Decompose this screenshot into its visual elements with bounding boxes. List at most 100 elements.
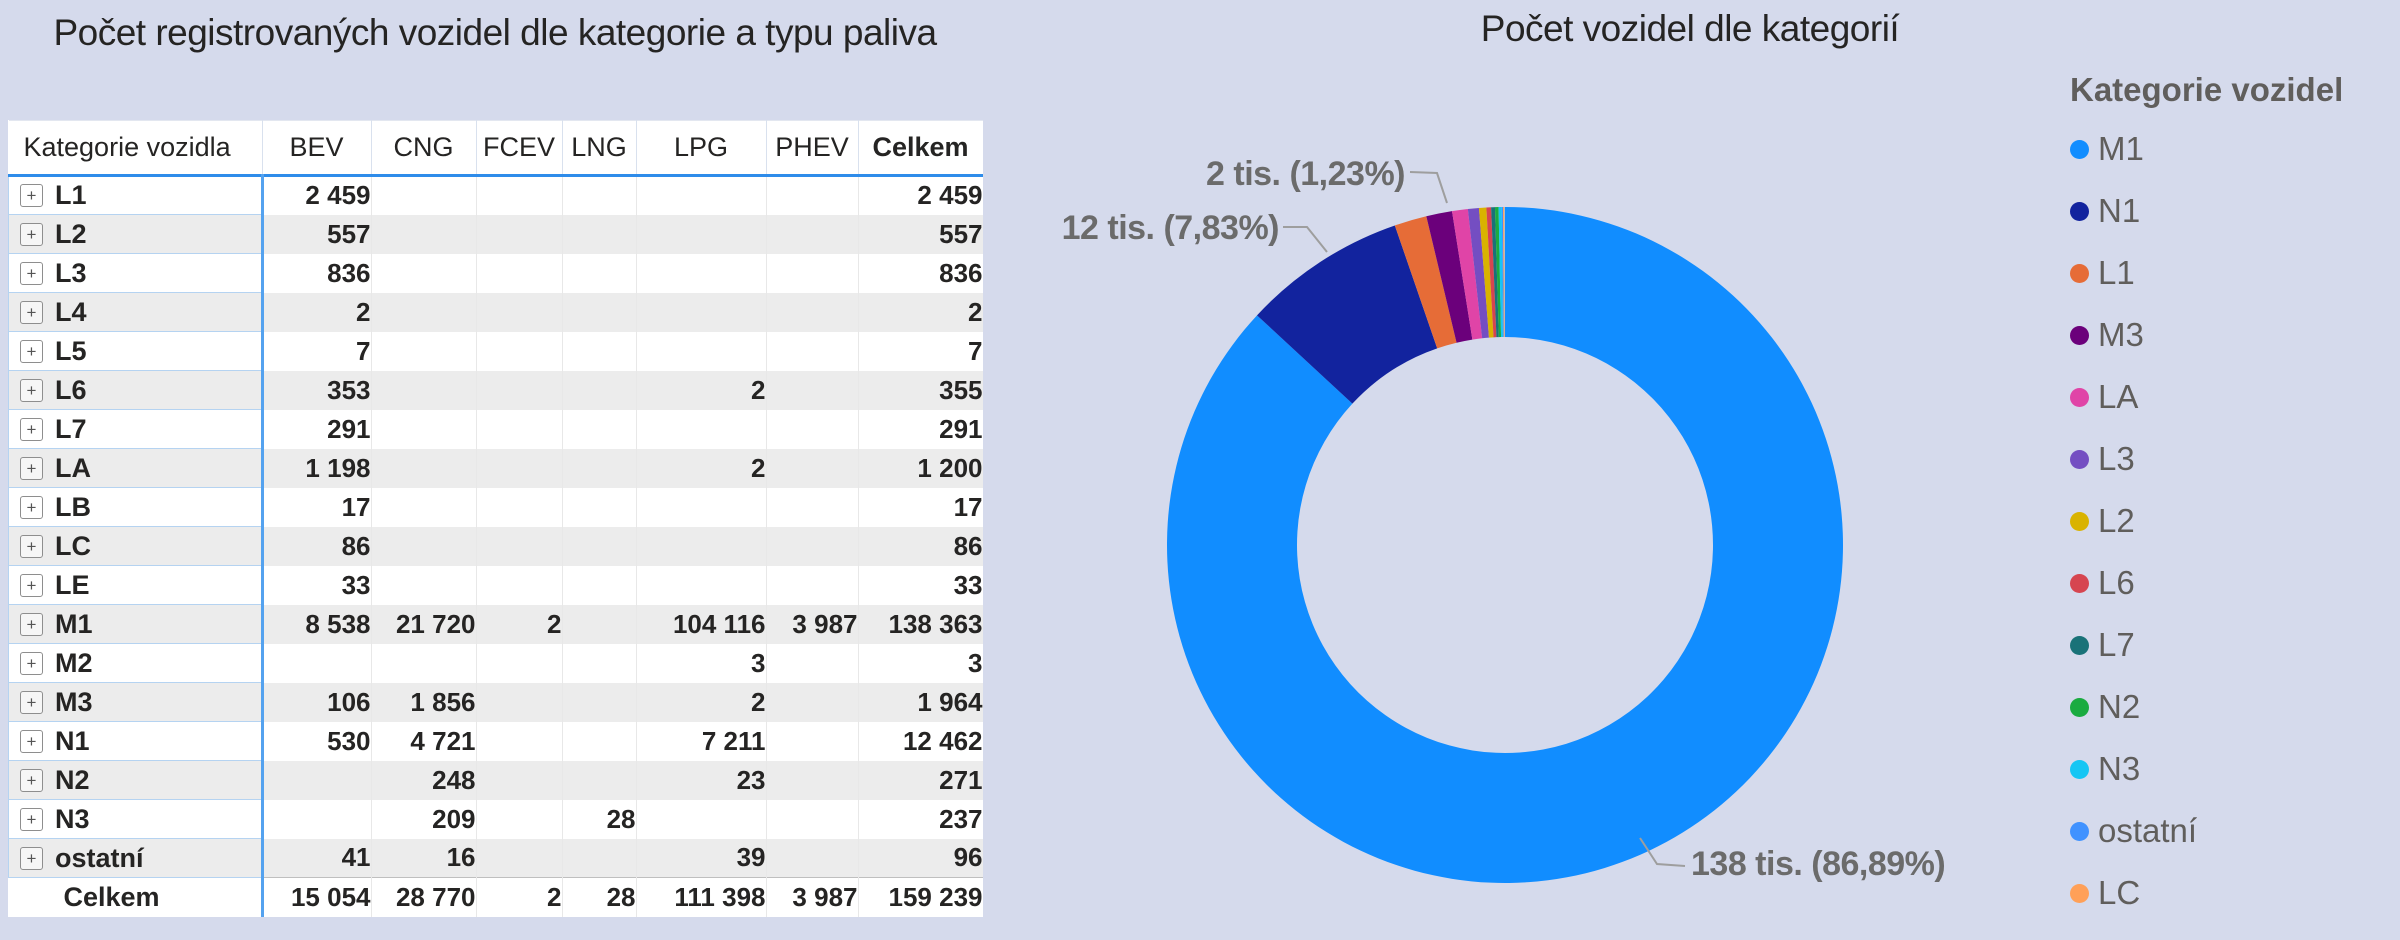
cell-ostatní-CNG[interactable]: 16: [371, 838, 477, 878]
cell-L3-FCEV[interactable]: [476, 253, 563, 293]
cell-N1-Celkem[interactable]: 12 462: [902, 725, 983, 756]
cell-L3-BEV[interactable]: 836: [262, 253, 372, 293]
cell-M3-Celkem[interactable]: 1 964: [917, 686, 983, 717]
cell-M3-BEV[interactable]: 106: [262, 682, 372, 722]
legend-item-N2[interactable]: N2: [2070, 676, 2395, 738]
cell-L6-BEV[interactable]: 353: [262, 370, 372, 410]
expand-icon[interactable]: +: [20, 417, 43, 441]
expand-icon[interactable]: +: [20, 846, 43, 870]
cell-LC-CNG[interactable]: [371, 526, 477, 566]
cell-N3-Celkem[interactable]: 237: [939, 803, 983, 834]
donut-slice-N1[interactable]: [1257, 225, 1438, 404]
legend-item-L7[interactable]: L7: [2070, 614, 2395, 676]
column-header-cng[interactable]: CNG: [371, 120, 477, 176]
cell-N3-LPG[interactable]: [636, 799, 767, 839]
cell-L4-CNG[interactable]: [371, 292, 477, 332]
expand-icon[interactable]: +: [20, 651, 43, 675]
cell-N1-LPG[interactable]: 7 211: [636, 721, 767, 761]
expand-icon[interactable]: +: [20, 534, 43, 558]
cell-LC-FCEV[interactable]: [476, 526, 563, 566]
cell-Celkem-PHEV[interactable]: 3 987: [766, 877, 859, 917]
cell-N1-PHEV[interactable]: [766, 721, 859, 761]
cell-LA-BEV[interactable]: 1 198: [262, 448, 372, 488]
cell-N2-Celkem[interactable]: 271: [939, 764, 983, 795]
expand-icon[interactable]: +: [20, 378, 43, 402]
cell-LC-PHEV[interactable]: [766, 526, 859, 566]
expand-icon[interactable]: +: [20, 612, 43, 636]
row-header-L3[interactable]: + L3: [8, 253, 264, 293]
row-header-LB[interactable]: + LB: [8, 487, 264, 527]
cell-M2-LPG[interactable]: 3: [636, 643, 767, 683]
expand-icon[interactable]: +: [20, 495, 43, 519]
cell-N1-BEV[interactable]: 530: [262, 721, 372, 761]
cell-Celkem-FCEV[interactable]: 2: [476, 877, 563, 917]
expand-icon[interactable]: +: [20, 807, 43, 831]
legend-item-L3[interactable]: L3: [2070, 428, 2395, 490]
donut-slice-ostatní[interactable]: [1501, 207, 1504, 338]
cell-ostatní-LNG[interactable]: [562, 838, 637, 878]
cell-L5-FCEV[interactable]: [476, 331, 563, 371]
expand-icon[interactable]: +: [20, 729, 43, 753]
cell-LA-FCEV[interactable]: [476, 448, 563, 488]
cell-LB-Celkem[interactable]: 17: [953, 491, 983, 522]
cell-L7-FCEV[interactable]: [476, 409, 563, 449]
legend-item-N1[interactable]: N1: [2070, 180, 2395, 242]
cell-Celkem-CNG[interactable]: 28 770: [371, 877, 477, 917]
cell-L6-CNG[interactable]: [371, 370, 477, 410]
cell-N1-FCEV[interactable]: [476, 721, 563, 761]
cell-ostatní-LPG[interactable]: 39: [636, 838, 767, 878]
cell-N1-CNG[interactable]: 4 721: [371, 721, 477, 761]
cell-LE-FCEV[interactable]: [476, 565, 563, 605]
cell-L1-PHEV[interactable]: [766, 175, 859, 215]
cell-LA-Celkem[interactable]: 1 200: [917, 452, 983, 483]
cell-M2-BEV[interactable]: [262, 643, 372, 683]
cell-LB-LNG[interactable]: [562, 487, 637, 527]
cell-L2-BEV[interactable]: 557: [262, 214, 372, 254]
cell-N2-LPG[interactable]: 23: [636, 760, 767, 800]
donut-slice-L3[interactable]: [1467, 208, 1489, 339]
cell-N3-CNG[interactable]: 209: [371, 799, 477, 839]
cell-ostatní-Celkem[interactable]: 96: [953, 842, 983, 873]
expand-icon[interactable]: +: [20, 300, 43, 324]
row-header-Celkem[interactable]: Celkem: [8, 877, 264, 917]
cell-M3-PHEV[interactable]: [766, 682, 859, 722]
column-header-lpg[interactable]: LPG: [636, 120, 767, 176]
cell-LC-LNG[interactable]: [562, 526, 637, 566]
row-header-L5[interactable]: + L5: [8, 331, 264, 371]
cell-L4-PHEV[interactable]: [766, 292, 859, 332]
cell-LA-LPG[interactable]: 2: [636, 448, 767, 488]
cell-LE-PHEV[interactable]: [766, 565, 859, 605]
cell-Celkem-BEV[interactable]: 15 054: [262, 877, 372, 917]
cell-L5-PHEV[interactable]: [766, 331, 859, 371]
row-header-N1[interactable]: + N1: [8, 721, 264, 761]
cell-M2-FCEV[interactable]: [476, 643, 563, 683]
cell-L6-Celkem[interactable]: 355: [939, 374, 983, 405]
legend-item-LC[interactable]: LC: [2070, 862, 2395, 924]
legend-item-M3[interactable]: M3: [2070, 304, 2395, 366]
cell-N3-BEV[interactable]: [262, 799, 372, 839]
cell-M2-CNG[interactable]: [371, 643, 477, 683]
donut-slice-LC[interactable]: [1503, 207, 1505, 338]
column-header-kategorie-vozidla[interactable]: Kategorie vozidla: [8, 120, 263, 176]
cell-L3-LNG[interactable]: [562, 253, 637, 293]
cell-L6-FCEV[interactable]: [476, 370, 563, 410]
row-header-M2[interactable]: + M2: [8, 643, 264, 683]
row-header-LC[interactable]: + LC: [8, 526, 264, 566]
cell-L1-Celkem[interactable]: 2 459: [917, 180, 983, 211]
cell-L4-LNG[interactable]: [562, 292, 637, 332]
cell-LE-BEV[interactable]: 33: [262, 565, 372, 605]
cell-L3-PHEV[interactable]: [766, 253, 859, 293]
cell-L4-Celkem[interactable]: 2: [968, 296, 983, 327]
legend-item-M1[interactable]: M1: [2070, 118, 2395, 180]
cell-M2-LNG[interactable]: [562, 643, 637, 683]
cell-L5-LPG[interactable]: [636, 331, 767, 371]
cell-L5-LNG[interactable]: [562, 331, 637, 371]
cell-M1-CNG[interactable]: 21 720: [371, 604, 477, 644]
cell-L5-CNG[interactable]: [371, 331, 477, 371]
cell-L1-LPG[interactable]: [636, 175, 767, 215]
column-header-celkem[interactable]: Celkem: [858, 120, 983, 176]
donut-slice-L7[interactable]: [1491, 207, 1499, 338]
cell-L2-PHEV[interactable]: [766, 214, 859, 254]
cell-L5-BEV[interactable]: 7: [262, 331, 372, 371]
donut-slice-L6[interactable]: [1486, 207, 1497, 338]
